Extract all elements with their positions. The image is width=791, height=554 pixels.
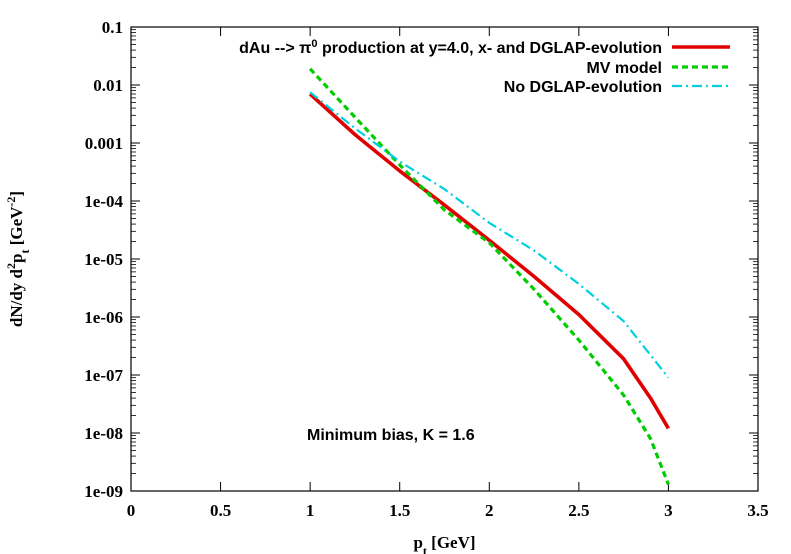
x-axis-title: pt [GeV] — [413, 533, 475, 554]
y-axis-title: dN/dy d2pt [GeV-2] — [4, 191, 32, 327]
x-tick-label: 1 — [306, 501, 315, 520]
x-tick-label: 2.5 — [568, 501, 589, 520]
y-tick-label: 1e-06 — [84, 308, 123, 327]
annotation-label: Minimum bias, K = 1.6 — [307, 427, 475, 444]
x-tick-label: 3.5 — [747, 501, 768, 520]
y-tick-label: 0.001 — [85, 134, 123, 153]
y-tick-label: 1e-05 — [84, 250, 123, 269]
x-tick-label: 0 — [127, 501, 136, 520]
series-line-1 — [308, 92, 670, 430]
y-tick-label: 1e-09 — [84, 482, 123, 501]
legend-label-3: No DGLAP-evolution — [504, 79, 662, 96]
legend-label-1: dAu --> π0 production at y=4.0, x- and D… — [239, 38, 662, 57]
y-tick-label: 1e-07 — [84, 366, 123, 385]
legend-label-2: MV model — [586, 60, 662, 77]
x-tick-label: 3 — [664, 501, 673, 520]
y-tick-label: 0.1 — [102, 18, 123, 37]
x-tick-label: 1.5 — [389, 501, 410, 520]
x-tick-label: 0.5 — [210, 501, 231, 520]
x-tick-label: 2 — [485, 501, 494, 520]
series-line-3 — [309, 91, 670, 379]
y-tick-label: 0.01 — [93, 76, 123, 95]
series-line-2 — [308, 67, 670, 485]
y-tick-label: 1e-08 — [84, 424, 123, 443]
y-tick-label: 1e-04 — [84, 192, 123, 211]
